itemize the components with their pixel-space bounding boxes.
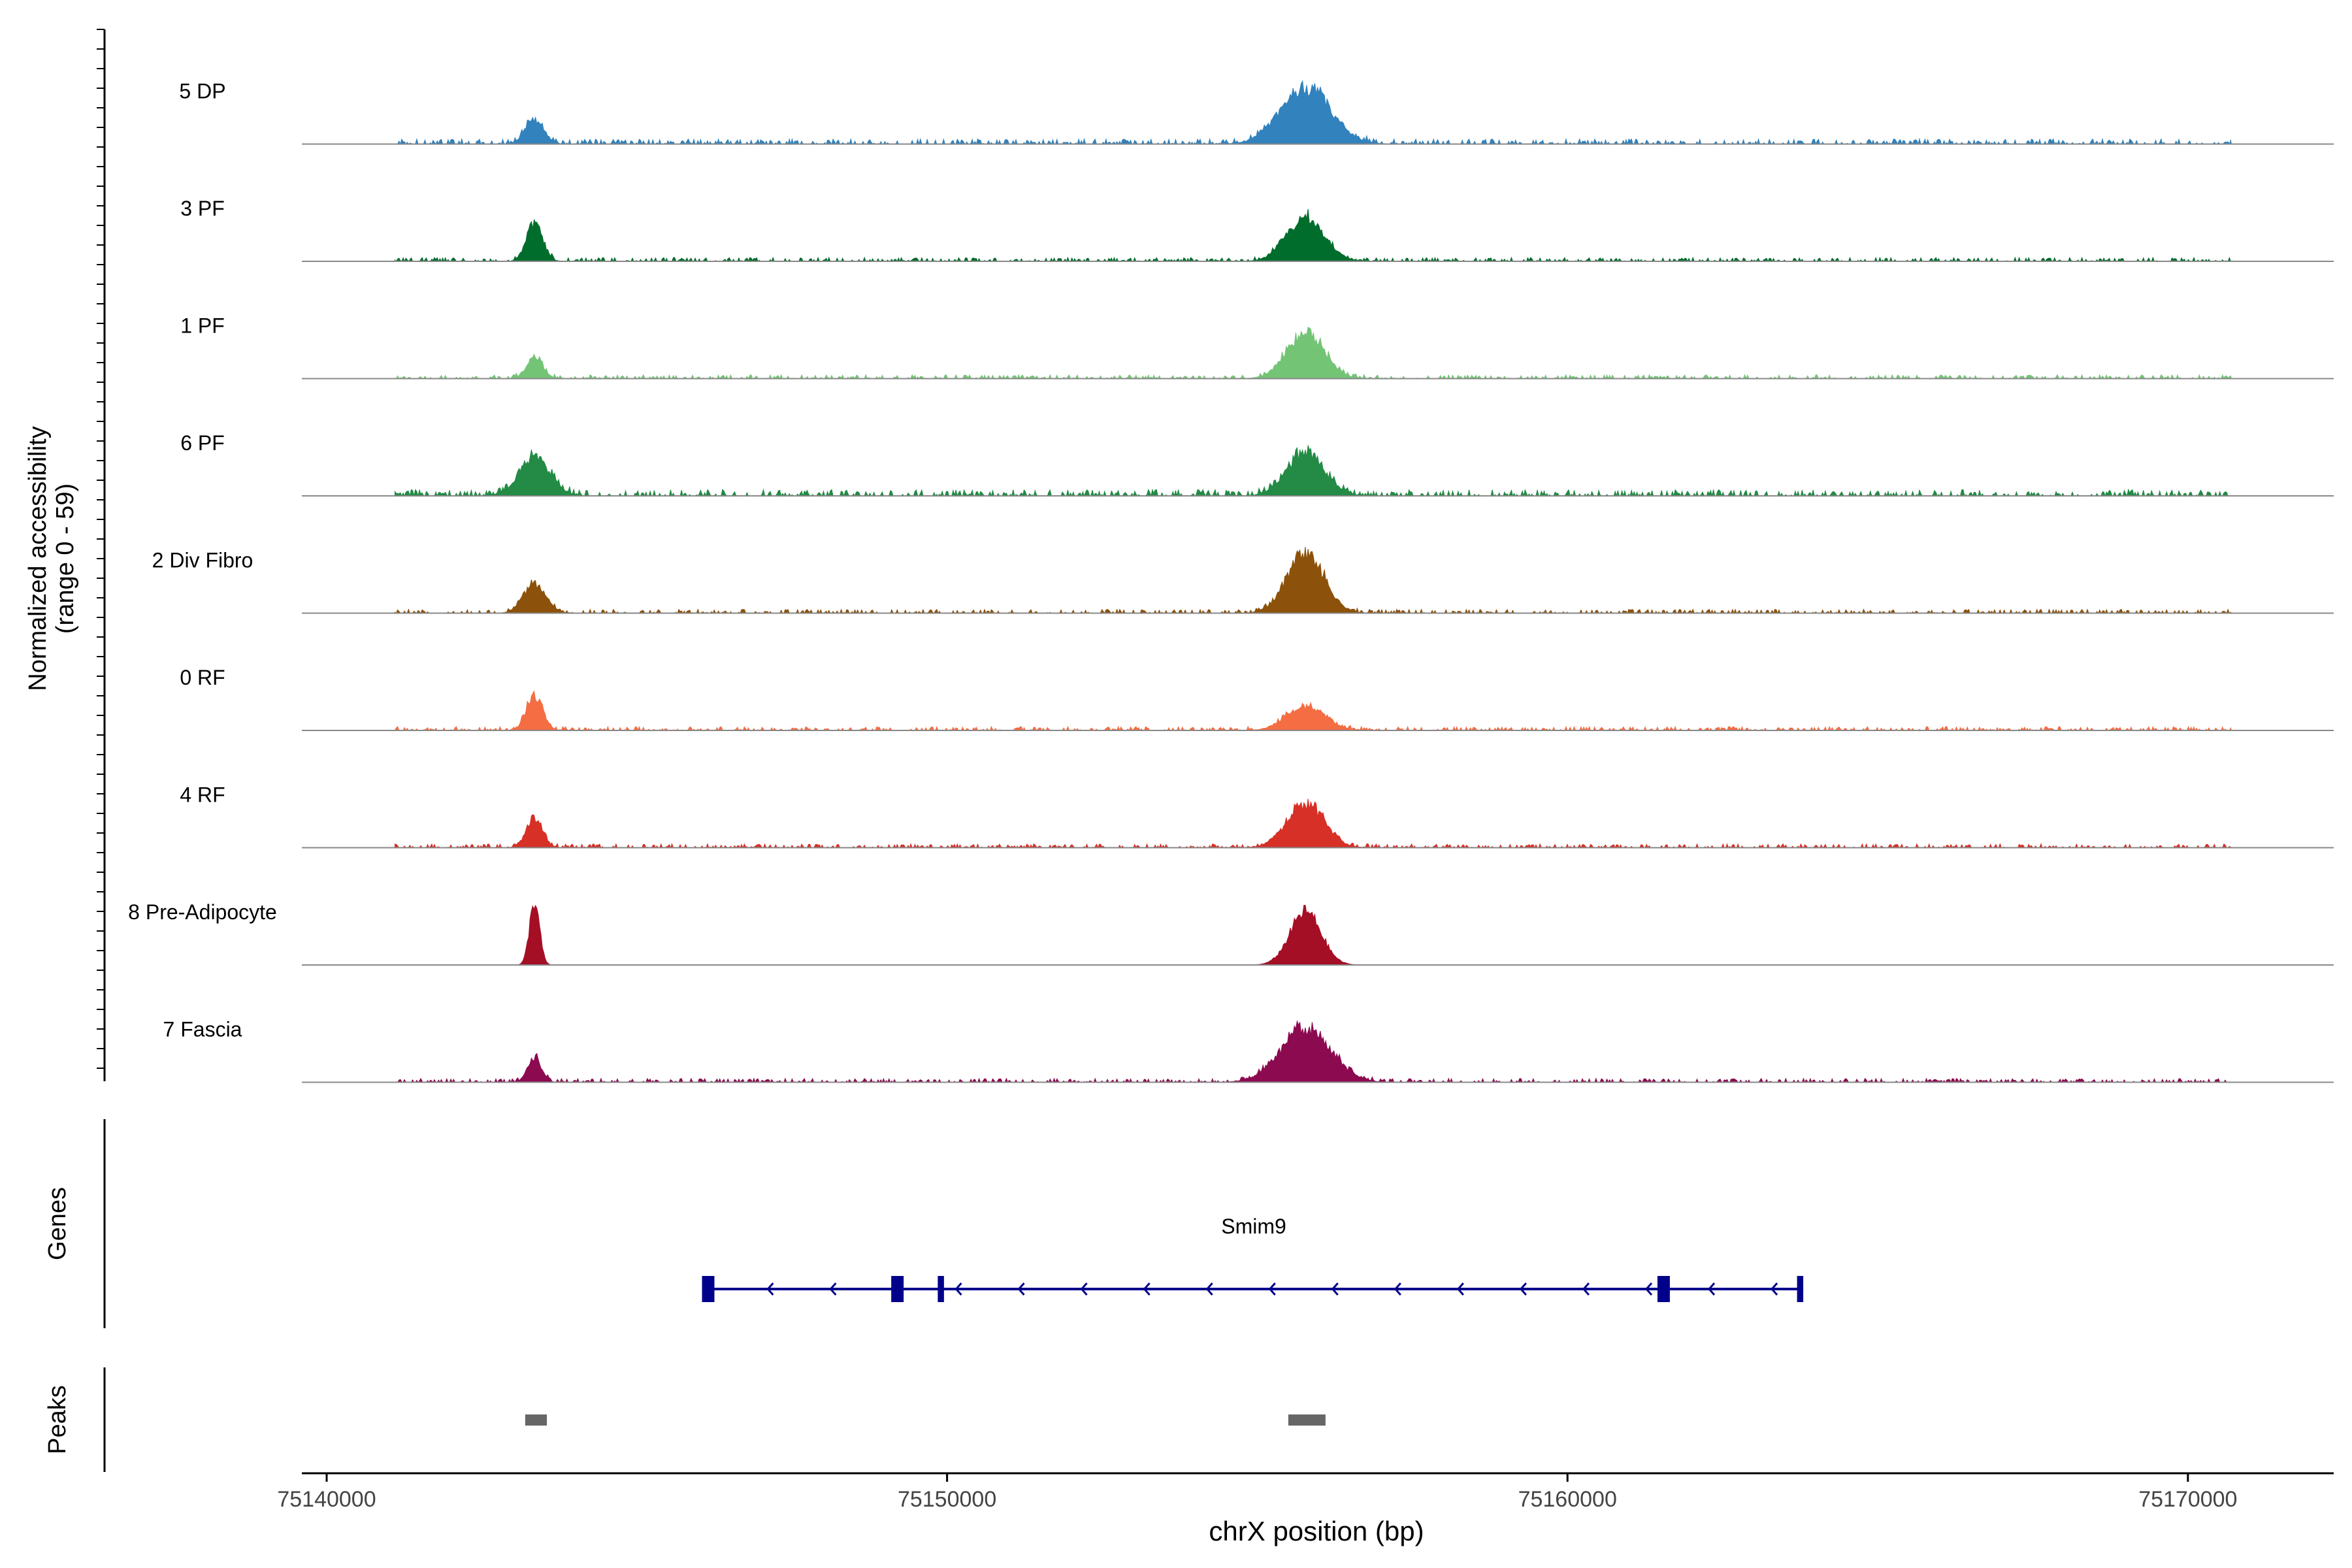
coverage-area	[395, 80, 2232, 146]
strand-arrow	[1519, 1282, 1527, 1296]
track-label: 4 RF	[180, 783, 225, 807]
coverage-area	[394, 208, 2232, 263]
strand-arrow	[766, 1282, 774, 1296]
track-label: 7 Fascia	[163, 1018, 242, 1041]
track-label: 1 PF	[180, 314, 225, 338]
track-5-dp: 5 DP	[179, 80, 2334, 146]
strand-arrow	[1331, 1282, 1339, 1296]
exon	[1797, 1276, 1804, 1302]
x-axis: 75140000 75150000 75160000 75170000	[277, 1472, 2334, 1512]
coverage-area	[395, 1020, 2232, 1083]
peak-region	[1288, 1414, 1326, 1426]
coverage-area	[394, 547, 2232, 614]
track-1-pf: 1 PF	[180, 314, 2334, 380]
track-label: 0 RF	[180, 666, 225, 689]
track-label: 2 Div Fibro	[152, 549, 253, 572]
strand-arrow	[1205, 1282, 1213, 1296]
strand-arrow	[1708, 1282, 1716, 1296]
track-label: 8 Pre-Adipocyte	[128, 900, 277, 924]
coverage-tracks: 5 DP 3 PF 1 PF 6 PF 2 Div Fibro 0 RF 4 RF 8 Pre…	[128, 80, 2334, 1083]
strand-arrow	[1644, 1282, 1653, 1296]
track-3-pf: 3 PF	[180, 197, 2334, 263]
x-tick-label: 75140000	[277, 1487, 376, 1512]
y-axis-label: Normalized accessibility	[24, 426, 52, 691]
coverage-area	[395, 904, 2232, 966]
genes-label: Genes	[44, 1187, 71, 1260]
track-label: 5 DP	[179, 80, 225, 103]
peaks-panel: Peaks	[44, 1367, 1326, 1472]
track-2-div-fibro: 2 Div Fibro	[152, 547, 2334, 614]
track-6-pf: 6 PF	[180, 431, 2334, 497]
x-tick-label: 75170000	[2138, 1487, 2237, 1512]
strand-arrow	[1017, 1282, 1025, 1296]
strand-arrow	[955, 1282, 962, 1296]
peak-regions	[525, 1414, 1326, 1426]
exon	[702, 1276, 715, 1302]
coverage-area	[394, 445, 2232, 497]
strand-arrow	[829, 1282, 837, 1296]
x-axis-label: chrX position (bp)	[1209, 1516, 1424, 1546]
track-label: 3 PF	[180, 197, 225, 220]
x-tick-label: 75160000	[1518, 1487, 1617, 1512]
strand-arrow	[1771, 1282, 1778, 1296]
track-4-rf: 4 RF	[180, 783, 2334, 849]
coverage-area	[395, 327, 2232, 380]
exon	[891, 1276, 904, 1302]
coverage-area	[394, 798, 2232, 849]
strand-arrow	[1080, 1282, 1088, 1296]
gene-model-smim9	[702, 1276, 1804, 1302]
peak-region	[525, 1414, 547, 1426]
gene-name-label: Smim9	[1221, 1215, 1286, 1238]
track-label: 6 PF	[180, 431, 225, 455]
track-8-pre-adipocyte: 8 Pre-Adipocyte	[128, 900, 2334, 966]
y-axis-range-label: (range 0 - 59)	[52, 483, 79, 634]
strand-arrow	[1582, 1282, 1590, 1296]
track-7-fascia: 7 Fascia	[163, 1018, 2334, 1083]
strand-arrow	[1268, 1282, 1276, 1296]
exon	[1657, 1276, 1670, 1302]
x-tick-label: 75150000	[898, 1487, 996, 1512]
strand-arrow	[1456, 1282, 1464, 1296]
track-0-rf: 0 RF	[180, 666, 2334, 732]
strand-arrow	[1143, 1282, 1151, 1296]
exon	[938, 1276, 944, 1302]
accessibility-y-axis	[97, 29, 106, 1081]
genes-panel: Genes Smim9	[44, 1119, 1804, 1328]
peaks-label: Peaks	[44, 1385, 71, 1454]
coverage-area	[394, 690, 2232, 732]
strand-arrow	[1394, 1282, 1401, 1296]
